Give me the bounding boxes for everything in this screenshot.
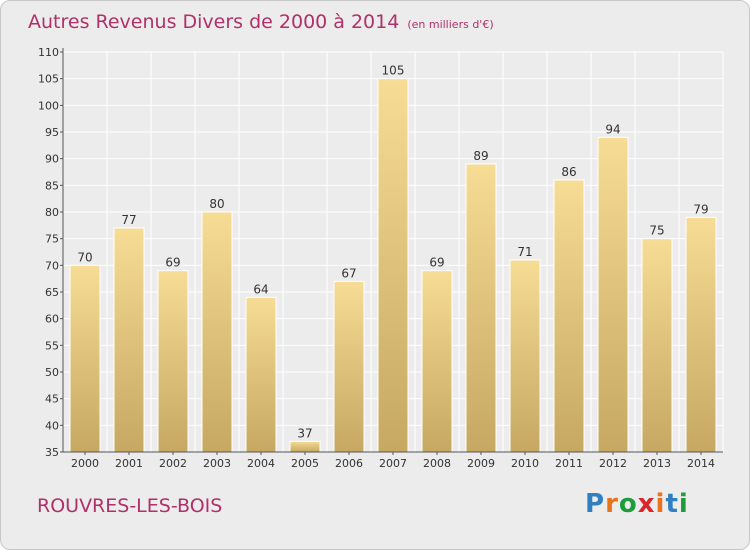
y-tick-label: 105 [38, 73, 59, 86]
y-tick-label: 70 [45, 259, 59, 272]
logo-letter: i [678, 489, 689, 519]
x-tick-label: 2006 [335, 457, 363, 470]
bar-2000 [69, 264, 101, 453]
x-tick-label: 2012 [599, 457, 627, 470]
x-tick-label: 2003 [203, 457, 231, 470]
x-tick-label: 2000 [71, 457, 99, 470]
x-tick-label: 2013 [643, 457, 671, 470]
y-tick-label: 80 [45, 206, 59, 219]
y-tick-label: 35 [45, 446, 59, 459]
y-tick-label: 100 [38, 99, 59, 112]
y-tick-label: 45 [45, 393, 59, 406]
bar-2012 [597, 136, 629, 453]
proxiti-logo: Proxiti [585, 489, 689, 519]
bar-2001 [113, 227, 145, 453]
y-tick-label: 85 [45, 179, 59, 192]
bar-2014 [685, 216, 717, 453]
logo-letter: P [585, 489, 606, 519]
x-tick-label: 2001 [115, 457, 143, 470]
y-tick-label: 90 [45, 153, 59, 166]
commune-name: ROUVRES-LES-BOIS [37, 495, 223, 517]
data-label-2012: 94 [605, 122, 620, 136]
data-label-2010: 71 [517, 245, 532, 259]
bar-2004 [245, 296, 277, 453]
bar-2005 [289, 440, 321, 453]
bar-2009 [465, 163, 497, 453]
bar-2002 [157, 270, 189, 453]
bar-2008 [421, 270, 453, 453]
x-tick-label: 2002 [159, 457, 187, 470]
data-label-2003: 80 [209, 197, 224, 211]
y-tick-label: 95 [45, 126, 59, 139]
y-tick-label: 50 [45, 366, 59, 379]
bar-2010 [509, 259, 541, 453]
bar-2007 [377, 78, 409, 453]
bar-2003 [201, 211, 233, 453]
data-label-2005: 37 [297, 426, 312, 440]
axes: 35 40 45 50 55 60 65 70 75 80 85 90 95 100 105 110 2000 2… [38, 46, 723, 470]
x-tick-label: 2005 [291, 457, 319, 470]
y-tick-label: 60 [45, 313, 59, 326]
y-tick-label: 40 [45, 419, 59, 432]
data-label-2013: 75 [649, 224, 664, 238]
data-label-2004: 64 [253, 282, 268, 296]
logo-letter: r [605, 489, 619, 519]
y-tick-label: 55 [45, 339, 59, 352]
chart-unit-note: (en milliers d'€) [407, 18, 494, 31]
y-tick-label: 75 [45, 233, 59, 246]
x-tick-label: 2004 [247, 457, 275, 470]
data-label-2011: 86 [561, 165, 576, 179]
y-tick-label: 110 [38, 46, 59, 59]
y-tick-label: 65 [45, 286, 59, 299]
bars: 70 77 69 80 64 37 67 105 69 89 71 86 94 75 79 [69, 64, 717, 453]
logo-letter: i [655, 489, 666, 519]
x-tick-label: 2008 [423, 457, 451, 470]
data-label-2009: 89 [473, 149, 488, 163]
bar-2006 [333, 280, 365, 453]
logo-letter: x [637, 489, 656, 519]
bar-2011 [553, 179, 585, 453]
x-tick-label: 2010 [511, 457, 539, 470]
data-label-2002: 69 [165, 256, 180, 270]
data-label-2001: 77 [121, 213, 136, 227]
data-label-2006: 67 [341, 266, 356, 280]
x-tick-label: 2009 [467, 457, 495, 470]
x-tick-label: 2011 [555, 457, 583, 470]
chart-title: Autres Revenus Divers de 2000 à 2014 (en … [28, 11, 494, 33]
bar-2013 [641, 238, 673, 453]
data-label-2014: 79 [693, 202, 708, 216]
data-label-2000: 70 [77, 250, 92, 264]
logo-letter: o [618, 489, 638, 519]
logo-letter: t [665, 489, 679, 519]
chart-title-text: Autres Revenus Divers de 2000 à 2014 [28, 11, 400, 33]
data-label-2008: 69 [429, 256, 444, 270]
x-tick-label: 2014 [687, 457, 715, 470]
data-label-2007: 105 [382, 64, 405, 78]
x-tick-label: 2007 [379, 457, 407, 470]
